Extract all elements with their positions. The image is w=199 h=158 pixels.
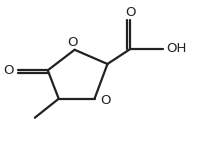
Text: O: O	[100, 94, 111, 107]
Text: O: O	[67, 36, 78, 49]
Text: OH: OH	[166, 43, 186, 55]
Text: O: O	[4, 64, 14, 77]
Text: O: O	[125, 6, 136, 19]
